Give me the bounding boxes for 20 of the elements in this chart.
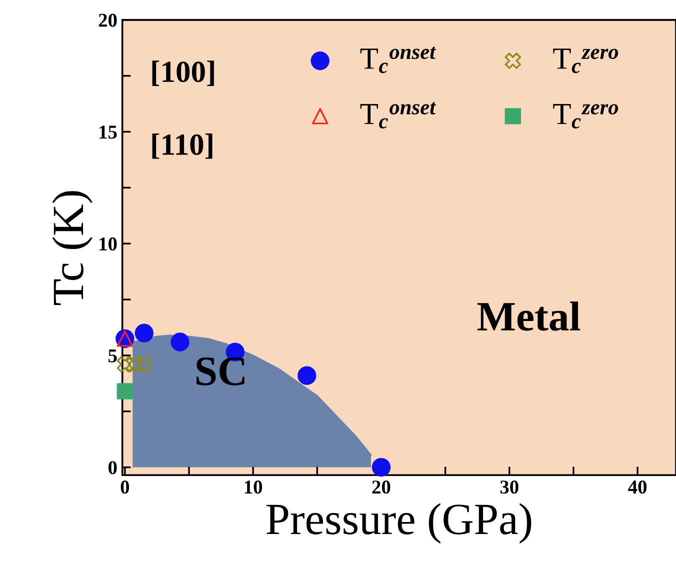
annotation: [110]	[152, 134, 212, 159]
legend-label: T$_{c}$$^{zero}$	[553, 48, 618, 74]
x-tick-label: 20	[372, 480, 390, 494]
y-tick-label: 0	[108, 461, 117, 474]
legend-label: T$_{c}$$^{onset}$	[360, 102, 436, 128]
y-axis-title: Tc (K)	[52, 191, 92, 305]
x-tick-label: 10	[244, 480, 262, 494]
x-tick-label: 30	[500, 480, 518, 494]
y-tick-label: 20	[98, 14, 117, 27]
legend-label: T$_{c}$$^{zero}$	[553, 104, 618, 128]
annotation: SC	[196, 357, 244, 386]
y-tick-label: 10	[100, 237, 117, 251]
x-tick-label: 40	[628, 480, 647, 494]
annotation: [100]	[152, 60, 214, 86]
y-tick-label: 5	[108, 349, 117, 362]
y-tick-label: 15	[100, 126, 117, 139]
legend-label: T$_{c}$$^{onset}$	[360, 46, 436, 74]
x-tick-label: 0	[120, 480, 130, 494]
x-axis-title: Pressure (GPa)	[266, 503, 532, 544]
band-label: Metal	[477, 301, 580, 331]
